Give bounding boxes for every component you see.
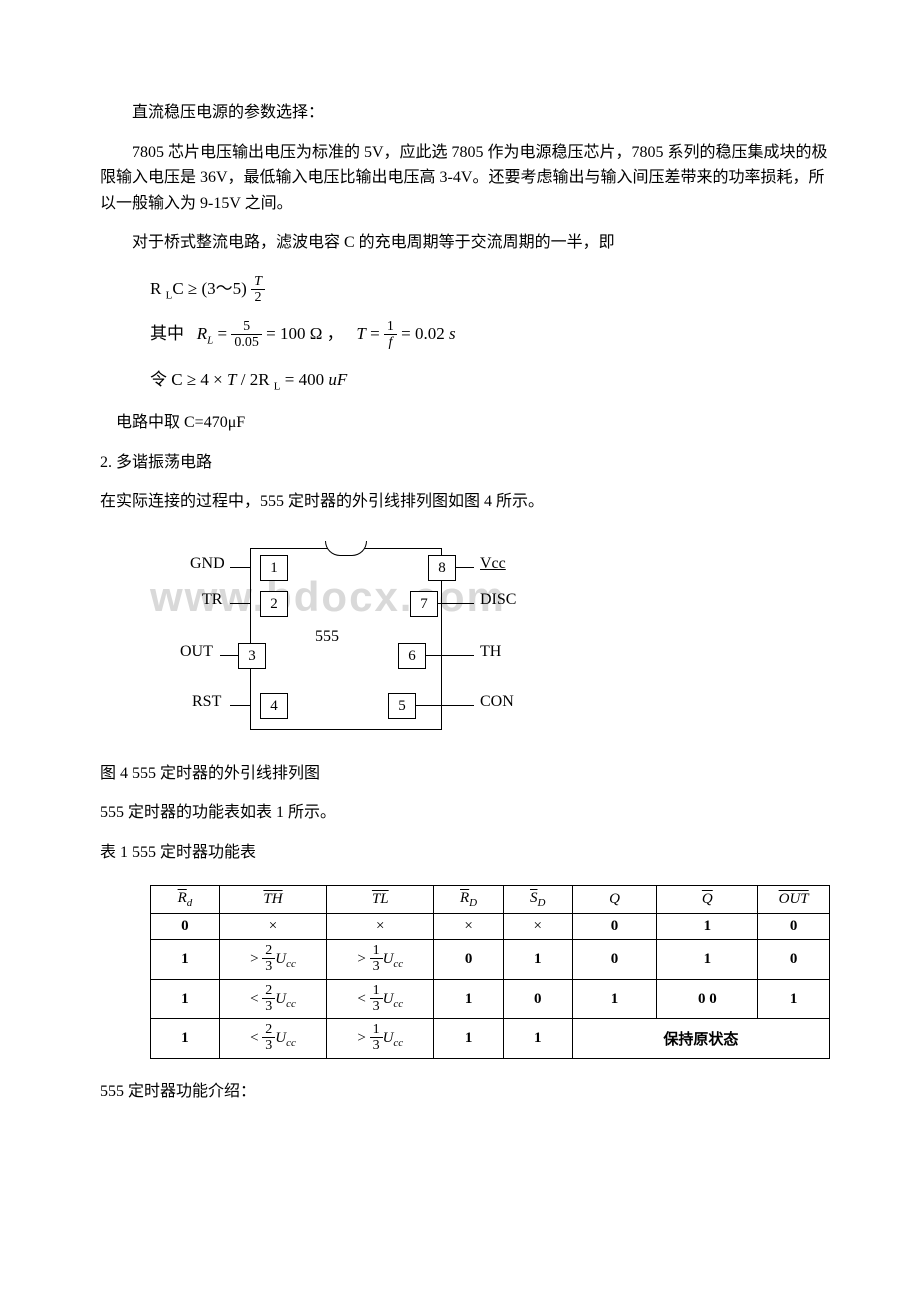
table-555-func: Rd TH TL RD SD Q Q OUT 0 × × × × 0 1 0 1… bbox=[150, 885, 830, 1058]
para-func-intro: 555 定时器功能介绍： bbox=[100, 1079, 830, 1105]
pin-7: 7 bbox=[410, 591, 438, 617]
pin-1: 1 bbox=[260, 555, 288, 581]
para-7805: 7805 芯片电压输出电压为标准的 5V，应此选 7805 作为电源稳压芯片，7… bbox=[100, 140, 830, 217]
pin-3: 3 bbox=[238, 643, 266, 669]
formula-block: R LC ≥ (3～5) T2 其中 RL = 50.05 = 100 Ω ， … bbox=[150, 274, 830, 392]
pin-4: 4 bbox=[260, 693, 288, 719]
caption-tab1: 表 1 555 定时器功能表 bbox=[100, 840, 830, 866]
heading-2: 2. 多谐振荡电路 bbox=[100, 450, 830, 476]
table-header-row: Rd TH TL RD SD Q Q OUT bbox=[151, 886, 830, 914]
para-bridge: 对于桥式整流电路，滤波电容 C 的充电周期等于交流周期的一半，即 bbox=[100, 230, 830, 256]
label-disc: DISC bbox=[480, 591, 516, 609]
chip-label: 555 bbox=[315, 628, 339, 646]
pin-2: 2 bbox=[260, 591, 288, 617]
para-555pin: 在实际连接的过程中，555 定时器的外引线排列图如图 4 所示。 bbox=[100, 489, 830, 515]
eq-rlc: R LC ≥ (3～5) T2 bbox=[150, 274, 830, 305]
table-row: 1 > 23Ucc > 13Ucc 0 1 0 1 0 bbox=[151, 940, 830, 979]
diagram-555: 555 1 GND 2 TR 3 OUT 4 RST 8 Vcc 7 DISC … bbox=[160, 533, 620, 743]
eq-where: 其中 RL = 50.05 = 100 Ω ， T = 1f = 0.02 s bbox=[150, 319, 830, 350]
label-gnd: GND bbox=[190, 555, 225, 573]
label-tr: TR bbox=[202, 591, 222, 609]
table-row: 0 × × × × 0 1 0 bbox=[151, 914, 830, 940]
table-row: 1 < 23Ucc > 13Ucc 1 1 保持原状态 bbox=[151, 1019, 830, 1058]
label-rst: RST bbox=[192, 693, 221, 711]
table-row: 1 < 23Ucc < 13Ucc 1 0 1 0 0 1 bbox=[151, 979, 830, 1018]
para-table-intro: 555 定时器的功能表如表 1 所示。 bbox=[100, 800, 830, 826]
label-th: TH bbox=[480, 643, 501, 661]
caption-fig4: 图 4 555 定时器的外引线排列图 bbox=[100, 761, 830, 787]
label-vcc: Vcc bbox=[480, 555, 506, 573]
pin-5: 5 bbox=[388, 693, 416, 719]
eq-c: 令 C ≥ 4 × T / 2R L = 400 uF bbox=[150, 365, 830, 392]
para-intro: 直流稳压电源的参数选择： bbox=[100, 100, 830, 126]
pin-8: 8 bbox=[428, 555, 456, 581]
label-out: OUT bbox=[180, 643, 213, 661]
para-c470: 电路中取 C=470μF bbox=[116, 410, 830, 436]
label-con: CON bbox=[480, 693, 514, 711]
pin-6: 6 bbox=[398, 643, 426, 669]
